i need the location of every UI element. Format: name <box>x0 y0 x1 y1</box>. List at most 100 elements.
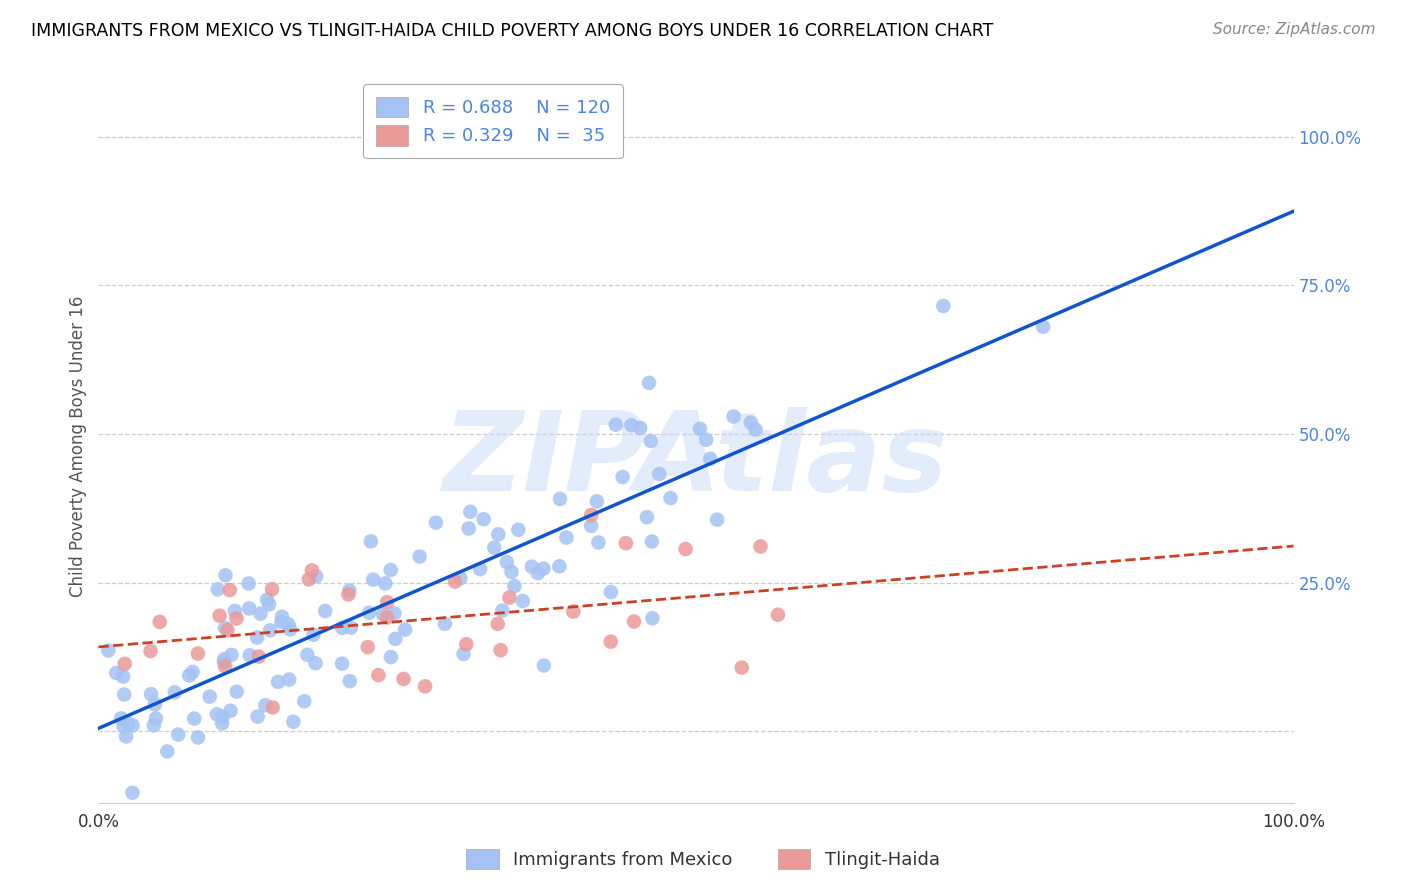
Point <box>491 603 513 617</box>
Point <box>207 582 229 597</box>
Point <box>330 621 353 635</box>
Point <box>262 700 284 714</box>
Point <box>246 631 269 645</box>
Point <box>394 623 416 637</box>
Point <box>695 433 717 447</box>
Point <box>314 604 336 618</box>
Point <box>486 616 509 631</box>
Point <box>247 649 270 664</box>
Point <box>214 568 236 582</box>
Point <box>620 418 643 433</box>
Point <box>97 643 120 657</box>
Point <box>749 540 772 554</box>
Point <box>225 684 247 698</box>
Point <box>117 716 139 731</box>
Point <box>599 585 621 599</box>
Point <box>638 376 661 390</box>
Text: IMMIGRANTS FROM MEXICO VS TLINGIT-HAIDA CHILD POVERTY AMONG BOYS UNDER 16 CORREL: IMMIGRANTS FROM MEXICO VS TLINGIT-HAIDA … <box>31 22 993 40</box>
Point <box>740 416 762 430</box>
Point <box>932 299 955 313</box>
Point <box>380 650 402 665</box>
Point <box>298 573 321 587</box>
Point <box>614 536 637 550</box>
Point <box>484 541 506 555</box>
Point <box>503 579 526 593</box>
Point <box>562 605 585 619</box>
Point <box>214 659 236 673</box>
Point <box>579 519 602 533</box>
Point <box>219 704 242 718</box>
Point <box>139 687 162 701</box>
Point <box>183 712 205 726</box>
Point <box>413 679 436 693</box>
Point <box>375 610 398 624</box>
Point <box>112 670 135 684</box>
Point <box>392 672 415 686</box>
Point <box>304 657 326 671</box>
Point <box>460 505 482 519</box>
Point <box>457 521 479 535</box>
Point <box>212 655 235 669</box>
Point <box>278 673 301 687</box>
Point <box>498 591 520 605</box>
Point <box>337 583 360 598</box>
Point <box>297 648 319 662</box>
Point <box>472 512 495 526</box>
Point <box>449 571 471 585</box>
Point <box>659 491 682 505</box>
Point <box>527 566 550 581</box>
Point <box>359 606 381 620</box>
Point <box>489 643 512 657</box>
Point <box>238 576 260 591</box>
Point <box>706 513 728 527</box>
Point <box>548 559 571 574</box>
Point <box>444 574 467 589</box>
Point <box>143 698 166 712</box>
Point <box>112 688 135 702</box>
Point <box>425 516 447 530</box>
Text: ZIPAtlas: ZIPAtlas <box>443 407 949 514</box>
Point <box>636 510 658 524</box>
Point <box>384 632 406 646</box>
Point <box>115 730 138 744</box>
Text: Source: ZipAtlas.com: Source: ZipAtlas.com <box>1212 22 1375 37</box>
Point <box>256 592 278 607</box>
Point <box>277 617 299 632</box>
Point <box>149 615 172 629</box>
Point <box>675 541 697 556</box>
Point <box>208 608 231 623</box>
Point <box>731 660 754 674</box>
Point <box>433 616 456 631</box>
Point <box>163 685 186 699</box>
Point <box>283 714 305 729</box>
Point <box>495 555 517 569</box>
Point <box>340 621 363 635</box>
Legend: Immigrants from Mexico, Tlingit-Haida: Immigrants from Mexico, Tlingit-Haida <box>457 839 949 879</box>
Point <box>121 786 143 800</box>
Point <box>357 640 380 654</box>
Point <box>239 648 262 663</box>
Point <box>105 665 128 680</box>
Point <box>142 718 165 732</box>
Point <box>533 561 555 575</box>
Point <box>217 623 239 637</box>
Point <box>374 576 396 591</box>
Point <box>257 598 280 612</box>
Point <box>259 624 281 638</box>
Point <box>187 731 209 745</box>
Point <box>145 711 167 725</box>
Point <box>301 563 323 577</box>
Point <box>302 628 325 642</box>
Point <box>181 665 204 679</box>
Point <box>167 728 190 742</box>
Point <box>744 422 766 436</box>
Point <box>641 611 664 625</box>
Point <box>512 594 534 608</box>
Point <box>533 658 555 673</box>
Point <box>271 609 294 624</box>
Point <box>218 583 240 598</box>
Point <box>110 711 132 725</box>
Legend: R = 0.688    N = 120, R = 0.329    N =  35: R = 0.688 N = 120, R = 0.329 N = 35 <box>363 84 623 158</box>
Point <box>205 707 228 722</box>
Point <box>612 470 634 484</box>
